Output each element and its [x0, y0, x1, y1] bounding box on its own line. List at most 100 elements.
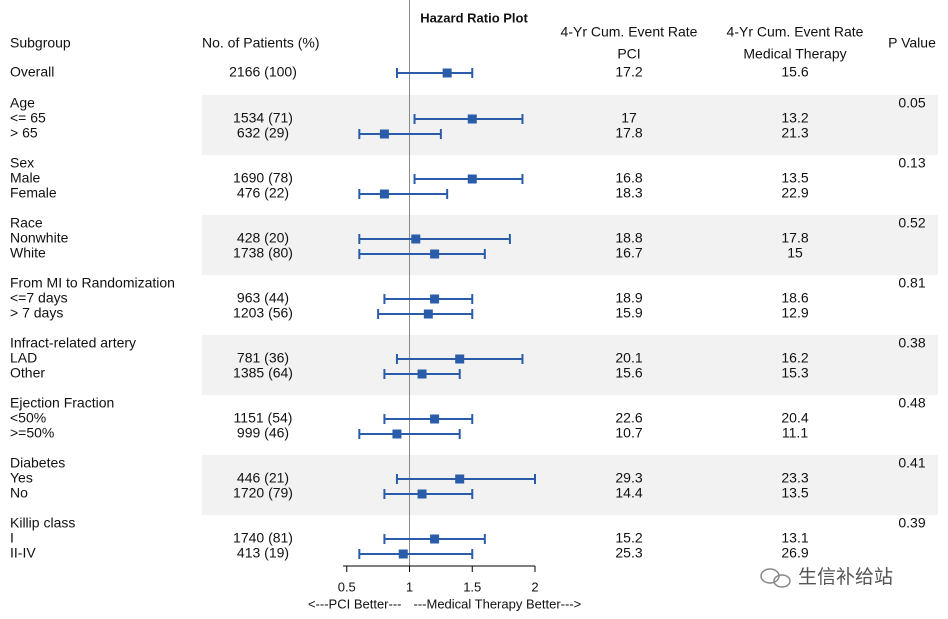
p-value: 0.39 [898, 515, 925, 531]
hr-point [467, 114, 477, 124]
patients: 999 (46) [237, 425, 289, 441]
patients: 446 (21) [237, 470, 289, 486]
column-header: PCI [617, 46, 640, 62]
subgroup-label: Other [10, 365, 45, 381]
p-value: 0.48 [898, 395, 925, 411]
med-rate: 15 [787, 245, 803, 261]
x-tick-label: 0.5 [338, 579, 356, 594]
x-tick-label: 1 [406, 579, 413, 594]
x-tick-label: 2 [531, 579, 538, 594]
subgroup-label: <50% [10, 410, 46, 426]
p-value: 0.81 [898, 275, 925, 291]
hr-point [379, 189, 389, 199]
patients: 413 (19) [237, 545, 289, 561]
subgroup-label: Female [10, 185, 57, 201]
pci-rate: 18.3 [615, 185, 642, 201]
pci-rate: 25.3 [615, 545, 642, 561]
subgroup-label: White [10, 245, 46, 261]
med-rate: 12.9 [781, 305, 808, 321]
patients: 632 (29) [237, 125, 289, 141]
med-rate: 15.3 [781, 365, 808, 381]
patients: 2166 (100) [229, 64, 297, 80]
pci-rate: 16.7 [615, 245, 642, 261]
subgroup-label: No [10, 485, 28, 501]
x-axis-label: ---Medical Therapy Better---> [414, 596, 582, 611]
hr-point [417, 489, 427, 499]
pci-rate: 15.6 [615, 365, 642, 381]
chart-title: Hazard Ratio Plot [420, 10, 528, 25]
group-label: Infract-related artery [10, 335, 136, 351]
hr-point [442, 68, 452, 78]
patients: 1534 (71) [233, 110, 293, 126]
med-rate: 13.5 [781, 485, 808, 501]
pci-rate: 10.7 [615, 425, 642, 441]
med-rate: 22.9 [781, 185, 808, 201]
watermark-icon [760, 568, 791, 588]
subgroup-label: > 65 [10, 125, 38, 141]
column-header: P Value [888, 35, 936, 51]
hr-point [423, 309, 433, 319]
subgroup-label: I [10, 530, 14, 546]
pci-rate: 18.9 [615, 290, 642, 306]
hr-point [398, 549, 408, 559]
subgroup-label: > 7 days [10, 305, 63, 321]
subgroup-label: Overall [10, 64, 54, 80]
med-rate: 13.5 [781, 170, 808, 186]
patients: 476 (22) [237, 185, 289, 201]
med-rate: 13.1 [781, 530, 808, 546]
hr-point [430, 414, 440, 424]
column-header: No. of Patients (%) [202, 35, 320, 51]
x-tick-label: 1.5 [463, 579, 481, 594]
subgroup-label: Nonwhite [10, 230, 69, 246]
med-rate: 20.4 [781, 410, 808, 426]
med-rate: 13.2 [781, 110, 808, 126]
pci-rate: 16.8 [615, 170, 642, 186]
patients: 1738 (80) [233, 245, 293, 261]
subgroup-label: LAD [10, 350, 37, 366]
column-header: Medical Therapy [743, 46, 846, 62]
row-band [202, 95, 938, 155]
hr-point [430, 534, 440, 544]
row-band [202, 215, 938, 275]
pci-rate: 20.1 [615, 350, 642, 366]
subgroup-label: Male [10, 170, 41, 186]
subgroup-label: <=7 days [10, 290, 68, 306]
hr-point [417, 369, 427, 379]
med-rate: 17.8 [781, 230, 808, 246]
pci-rate: 14.4 [615, 485, 642, 501]
pci-rate: 29.3 [615, 470, 642, 486]
hr-point [455, 474, 465, 484]
patients: 781 (36) [237, 350, 289, 366]
med-rate: 21.3 [781, 125, 808, 141]
group-label: Sex [10, 155, 34, 171]
group-label: Race [10, 215, 43, 231]
subgroup-label: <= 65 [10, 110, 46, 126]
patients: 1720 (79) [233, 485, 293, 501]
hr-point [430, 249, 440, 259]
x-axis-label: <---PCI Better--- [308, 596, 402, 611]
patients: 1690 (78) [233, 170, 293, 186]
med-rate: 18.6 [781, 290, 808, 306]
pci-rate: 17.2 [615, 64, 642, 80]
watermark: 生信补给站 [798, 566, 893, 588]
group-label: From MI to Randomization [10, 275, 175, 291]
subgroup-label: II-IV [10, 545, 36, 561]
patients: 963 (44) [237, 290, 289, 306]
pci-rate: 17 [621, 110, 637, 126]
p-value: 0.05 [898, 95, 925, 111]
group-label: Age [10, 95, 35, 111]
patients: 428 (20) [237, 230, 289, 246]
subgroup-label: Yes [10, 470, 33, 486]
pci-rate: 18.8 [615, 230, 642, 246]
p-value: 0.41 [898, 455, 925, 471]
patients: 1151 (54) [234, 410, 293, 426]
patients: 1203 (56) [233, 305, 293, 321]
subgroup-label: >=50% [10, 425, 54, 441]
hr-point [411, 234, 421, 244]
column-header: 4-Yr Cum. Event Rate [727, 24, 864, 40]
pci-rate: 15.2 [615, 530, 642, 546]
p-value: 0.38 [898, 335, 925, 351]
patients: 1740 (81) [233, 530, 293, 546]
patients: 1385 (64) [233, 365, 293, 381]
